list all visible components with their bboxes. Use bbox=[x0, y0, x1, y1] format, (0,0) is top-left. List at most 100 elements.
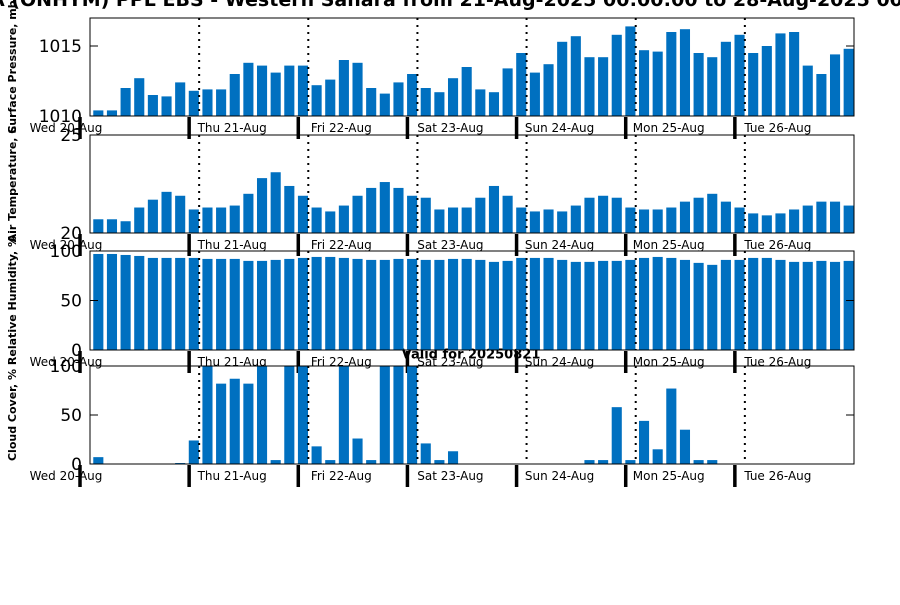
bar bbox=[202, 89, 213, 116]
y-tick-label: 0 bbox=[71, 341, 82, 361]
bar bbox=[843, 260, 854, 350]
bar bbox=[666, 257, 677, 350]
bar bbox=[434, 259, 445, 350]
bar bbox=[666, 32, 677, 116]
bar bbox=[529, 211, 540, 233]
bar bbox=[216, 258, 227, 350]
bar bbox=[638, 209, 650, 233]
bar bbox=[679, 429, 691, 464]
figure-title: ECSA (ONHYM) PPL EBS - Western Sahara fr… bbox=[0, 0, 900, 11]
panel-cloud: 0 50 100 Cloud Cover, % Wed 20-Aug Thu 21-Aug… bbox=[6, 357, 855, 487]
bar bbox=[816, 201, 827, 233]
bar bbox=[188, 90, 199, 116]
bar bbox=[502, 195, 513, 233]
bar bbox=[134, 255, 145, 350]
bar bbox=[761, 46, 772, 116]
y-axis-label: Relative Humidity, % bbox=[6, 236, 19, 365]
bar bbox=[202, 366, 213, 464]
bar bbox=[707, 193, 718, 233]
bar bbox=[598, 195, 609, 233]
bar bbox=[270, 259, 281, 350]
bar bbox=[475, 259, 486, 350]
bar bbox=[652, 51, 663, 116]
bar bbox=[570, 205, 581, 233]
x-tick-label: Sun 24-Aug bbox=[525, 469, 594, 483]
bar bbox=[325, 460, 336, 464]
bar bbox=[311, 256, 322, 350]
x-tick-label: Tue 26-Aug bbox=[743, 355, 811, 369]
bar bbox=[761, 215, 772, 233]
x-tick-label: Sat 23-Aug bbox=[417, 238, 483, 252]
bar bbox=[529, 257, 540, 350]
bar bbox=[407, 258, 418, 350]
bar bbox=[570, 261, 581, 350]
bar bbox=[543, 257, 554, 350]
bar bbox=[543, 209, 554, 233]
bar bbox=[693, 460, 704, 464]
bar bbox=[447, 258, 459, 350]
bar bbox=[598, 260, 609, 350]
plot-frame bbox=[89, 17, 855, 117]
bar bbox=[652, 449, 663, 464]
bar bbox=[598, 57, 609, 116]
x-tick-label: Thu 21-Aug bbox=[197, 469, 267, 483]
bar bbox=[625, 207, 636, 233]
bar bbox=[693, 262, 704, 350]
bar bbox=[393, 82, 404, 116]
x-tick-label: Sun 24-Aug bbox=[525, 238, 594, 252]
bar bbox=[529, 72, 540, 116]
bar bbox=[447, 451, 459, 464]
bar bbox=[393, 187, 404, 233]
bar bbox=[161, 96, 172, 116]
bar bbox=[243, 62, 254, 116]
y-tick-label: 0 bbox=[71, 455, 82, 475]
y-axis-label: Cloud Cover, % bbox=[6, 369, 19, 461]
y-tick-label: 25 bbox=[60, 126, 82, 146]
y-tick-label: 1010 bbox=[39, 107, 82, 127]
x-tick-label: Mon 25-Aug bbox=[633, 469, 705, 483]
bar bbox=[284, 258, 295, 350]
y-tick-label: 1015 bbox=[39, 37, 82, 57]
bar bbox=[707, 264, 718, 350]
bar bbox=[366, 259, 377, 350]
bar bbox=[407, 74, 418, 116]
bar bbox=[175, 195, 186, 233]
bar bbox=[789, 261, 800, 350]
bar bbox=[447, 207, 459, 233]
y-tick-label: 50 bbox=[60, 406, 82, 426]
bar bbox=[748, 213, 759, 233]
bar bbox=[666, 388, 677, 464]
bar bbox=[338, 60, 349, 116]
bar bbox=[652, 209, 663, 233]
bar bbox=[829, 54, 841, 116]
bar bbox=[611, 197, 622, 233]
bar bbox=[516, 207, 527, 233]
y-axis-label: Surface Pressure, mb bbox=[6, 0, 19, 133]
bar bbox=[447, 78, 459, 116]
bar bbox=[243, 193, 254, 233]
bar bbox=[693, 197, 704, 233]
bar bbox=[161, 257, 172, 350]
x-tick-label: Sun 24-Aug bbox=[525, 355, 594, 369]
bar bbox=[461, 67, 472, 116]
bar bbox=[270, 172, 281, 233]
x-tick-label: Thu 21-Aug bbox=[197, 121, 267, 135]
bar bbox=[516, 53, 527, 116]
bar bbox=[311, 207, 322, 233]
bar bbox=[679, 201, 691, 233]
bar bbox=[488, 92, 500, 116]
bar bbox=[502, 260, 513, 350]
bar bbox=[216, 207, 227, 233]
x-tick-label: Tue 26-Aug bbox=[743, 469, 811, 483]
x-tick-label: Wed 20-Aug bbox=[30, 121, 103, 135]
bar bbox=[352, 258, 363, 350]
bar bbox=[666, 207, 677, 233]
bar bbox=[707, 57, 718, 116]
x-tick-label: Fri 22-Aug bbox=[311, 469, 372, 483]
bar bbox=[270, 460, 281, 464]
bar bbox=[297, 257, 309, 350]
bar bbox=[147, 95, 158, 116]
bar bbox=[188, 440, 199, 464]
bar bbox=[120, 88, 131, 116]
panel-temperature: 20 25 Air Temperature, C Wed 20-Aug Thu 21-A… bbox=[6, 126, 855, 256]
